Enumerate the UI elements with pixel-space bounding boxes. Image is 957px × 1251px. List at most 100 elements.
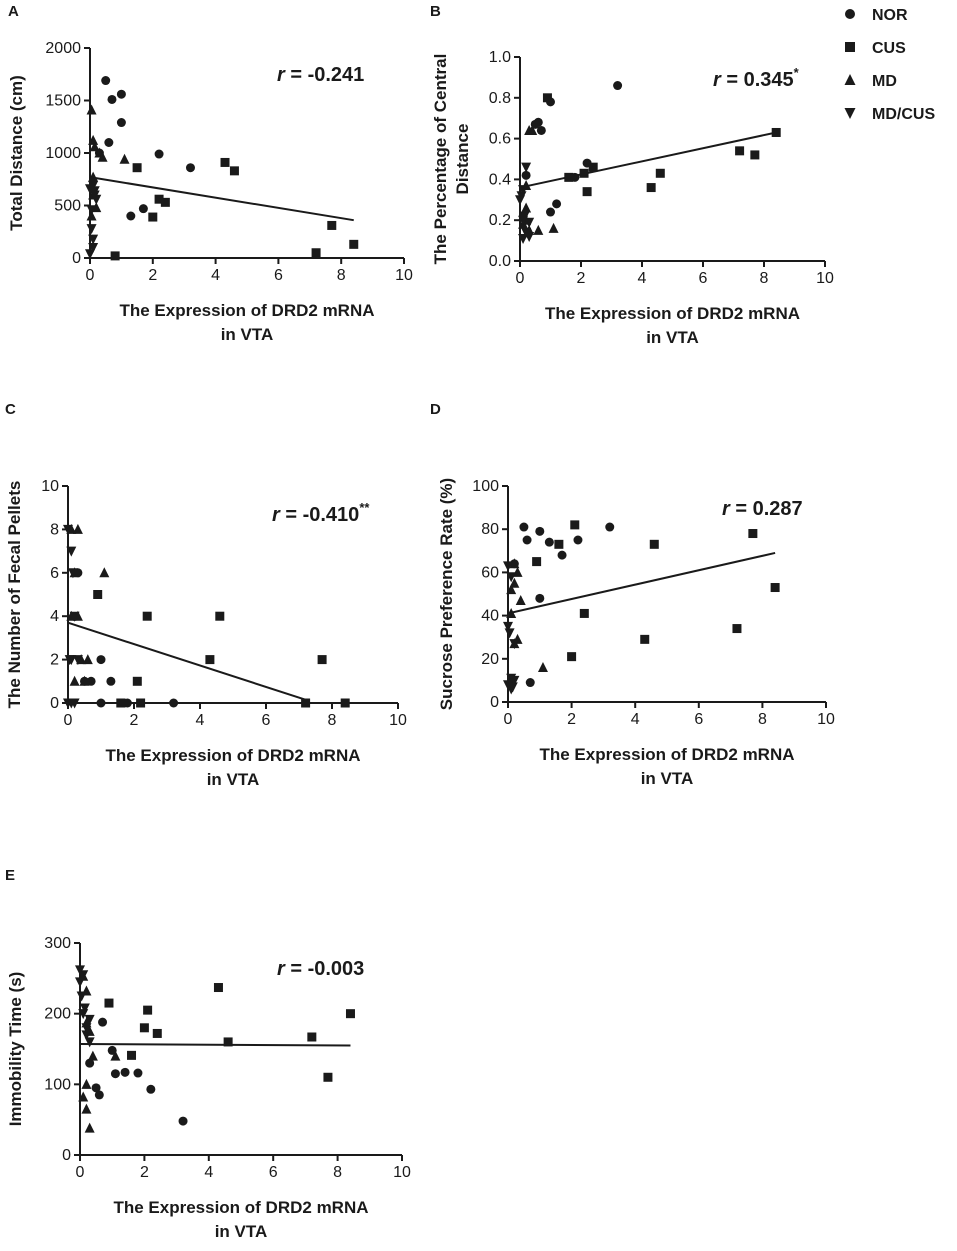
data-point [640,634,650,644]
data-point [579,168,589,178]
data-point [327,220,337,230]
data-point [213,983,223,993]
panel-label: B [430,3,441,20]
data-point [127,1050,137,1060]
x-axis-label: The Expression of DRD2 mRNA [105,746,360,765]
data-point [169,698,179,708]
data-point [605,522,615,532]
data-point [98,1017,108,1027]
data-point [573,535,583,545]
data-point [94,1090,104,1100]
data-point [533,224,544,235]
data-point [509,558,520,569]
data-point [518,185,529,196]
data-point [507,682,518,693]
data-point [349,239,359,249]
data-point [152,1028,162,1038]
y-tick-label: 0 [62,1147,71,1164]
data-point [79,1003,90,1014]
y-tick-label: 6 [50,565,59,582]
data-point [215,611,225,621]
data-point [649,539,659,549]
data-point [307,1032,317,1042]
data-point [504,628,515,639]
regression-line [519,131,777,189]
x-tick-label: 4 [204,1164,213,1181]
y-tick-label: 40 [481,608,499,625]
data-point [732,624,742,634]
r-value: r = 0.287 [722,498,803,520]
data-point [86,224,97,235]
data-point [345,1009,355,1019]
data-point [107,94,117,104]
data-point [588,162,598,172]
data-point [748,529,758,539]
y-tick-label: 0 [50,695,59,712]
x-tick-label: 8 [337,267,346,284]
data-point [97,151,108,162]
series-nor [73,568,179,708]
data-point [116,698,126,708]
legend: NOR CUS MD MD/CUS [844,7,935,123]
data-point [75,977,85,988]
data-point [582,187,592,197]
data-point [78,1091,89,1102]
data-point [99,567,110,578]
data-point [771,127,781,137]
data-point [522,535,532,545]
legend-marker-md [844,74,856,85]
data-point [110,1069,120,1079]
data-point [142,611,152,621]
data-point [88,234,99,245]
x-tick-label: 4 [638,270,647,287]
series-nor [94,76,195,221]
x-tick-label: 6 [274,267,283,284]
y-tick-label: 200 [44,1006,71,1023]
data-point [552,199,562,209]
x-tick-label: 2 [577,270,586,287]
data-point [87,1050,98,1061]
data-point [542,93,552,103]
regression-line [89,176,354,222]
data-point [91,1083,101,1093]
x-axis-label: in VTA [646,328,699,347]
series-cus [93,590,350,708]
series-md-cus [85,181,102,260]
data-point [104,998,114,1008]
series-cus [532,520,780,662]
data-point [96,698,106,708]
data-point [506,572,517,583]
data-point [64,655,75,666]
data-point [525,678,535,688]
series-cus [110,157,359,261]
data-point [86,210,97,221]
y-axis-label: The Percentage of Central [431,54,450,265]
data-point [86,676,96,686]
data-point [544,537,554,547]
regression-line [79,1043,351,1047]
series-nor [521,81,623,217]
data-point [750,150,760,160]
data-point [515,195,525,206]
legend-marker-md-cus [844,108,856,119]
data-point [84,1122,95,1133]
data-point [220,157,230,167]
panel-a: A 0 2 4 6 8 10 0 500 1000 1500 2000 The Expression o… [7,3,413,344]
data-point [185,163,195,173]
data-point [143,1005,153,1015]
regression-line [507,551,776,615]
data-point [88,134,99,145]
data-point [521,162,532,173]
panel-c: C 0 2 4 6 8 10 0 2 4 6 8 10 The Expression of DRD2 mR… [5,401,407,789]
data-point [323,1072,333,1082]
data-point [205,655,215,665]
data-point [72,655,83,666]
y-tick-label: 0.8 [489,90,511,107]
data-point [527,124,538,135]
data-point [223,1037,233,1047]
y-tick-label: 100 [472,478,499,495]
y-tick-label: 0 [490,694,499,711]
data-point [536,125,546,135]
data-point [535,593,545,603]
